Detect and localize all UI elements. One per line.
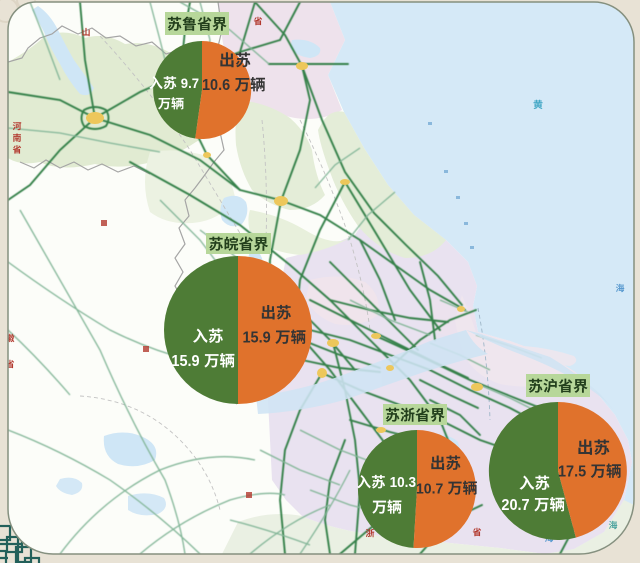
svg-text:9.7: 9.7 [181, 75, 199, 91]
svg-text:17.5: 17.5 [558, 464, 587, 481]
svg-text:15.9: 15.9 [243, 330, 272, 347]
svg-text:10.7: 10.7 [416, 480, 443, 497]
svg-text:10.3: 10.3 [390, 475, 416, 491]
svg-text:15.9: 15.9 [171, 353, 200, 370]
svg-text:20.7: 20.7 [501, 497, 529, 514]
svg-text:10.6: 10.6 [202, 77, 231, 94]
